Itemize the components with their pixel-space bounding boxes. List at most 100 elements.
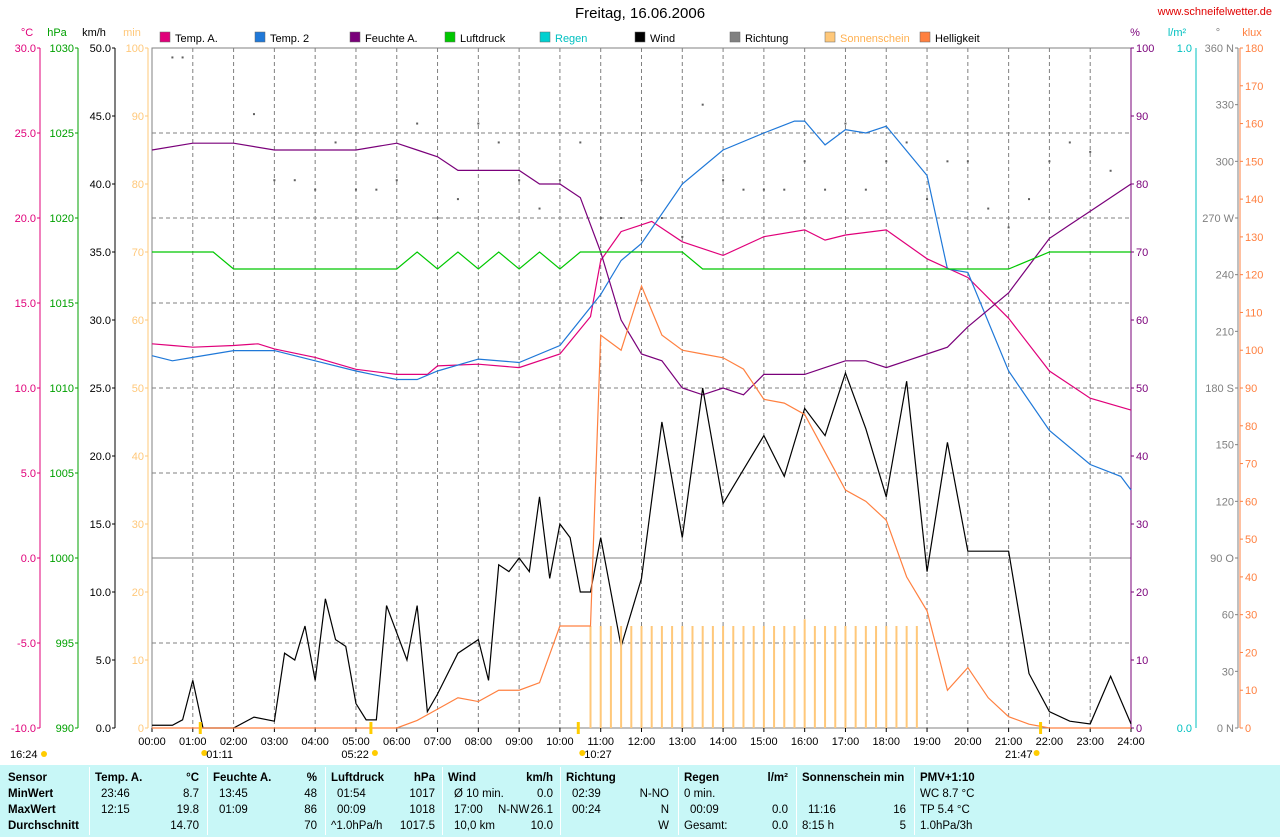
time-tick-label: 00:00 <box>138 736 166 748</box>
temp-axis-tick-label: 0.0 <box>21 553 36 565</box>
moonrise-icon <box>579 750 586 756</box>
axis-unit-label: ° <box>1216 27 1220 39</box>
series-line-helligkeit <box>152 284 1131 729</box>
direction-point <box>171 56 174 59</box>
stats-temp-header: Temp. A. <box>95 772 143 784</box>
direction-point <box>334 141 337 144</box>
direction-point <box>762 188 765 191</box>
stats-hum-max-time: 01:09 <box>219 804 248 816</box>
legend-label: Helligkeit <box>935 33 980 45</box>
stats-sun-avg-value: 5 <box>899 820 906 832</box>
stats-sun-max-value: 16 <box>893 804 906 816</box>
sunshine-axis-tick-label: 90 <box>132 111 144 123</box>
stats-dir-min-value: N-NO <box>639 788 669 800</box>
direction-axis-tick-label: 30 <box>1222 666 1234 678</box>
direction-point <box>375 188 378 191</box>
stats-rain-duration: 0 min. <box>684 788 716 800</box>
legend-swatch <box>349 31 361 43</box>
pressure-axis-tick-label: 1020 <box>50 213 74 225</box>
stats-temp-min-time: 23:46 <box>101 788 130 800</box>
legend-swatch <box>919 31 931 43</box>
time-tick-label: 04:00 <box>301 736 329 748</box>
direction-axis-tick-label: 360 N <box>1205 43 1234 55</box>
direction-axis-tick-label: 300 <box>1216 156 1234 168</box>
stats-hum-avg-value: 70 <box>304 820 317 832</box>
stats-pmv-dewpoint: TP 5.4 °C <box>920 804 970 816</box>
stats-wind-max-dir: N-NW <box>498 804 530 816</box>
direction-point <box>456 198 459 201</box>
wind-axis-tick-label: 15.0 <box>90 519 111 531</box>
time-tick-label: 09:00 <box>505 736 533 748</box>
stats-press-min-value: 1017 <box>409 788 435 800</box>
stats-press-avg-value: 1017.5 <box>399 820 435 832</box>
moonset-icon <box>201 750 208 756</box>
direction-point <box>1007 226 1010 229</box>
wind-axis-tick-label: 10.0 <box>90 587 111 599</box>
humidity-axis-tick-label: 50 <box>1136 383 1148 395</box>
legend-swatch <box>539 31 551 43</box>
klux-axis-tick-label: 170 <box>1245 81 1263 93</box>
axis-unit-label: % <box>1130 27 1140 39</box>
direction-point <box>1068 141 1071 144</box>
sunshine-axis-tick-label: 50 <box>132 383 144 395</box>
stats-wind-min-label: Ø 10 min. <box>454 788 504 800</box>
klux-axis-tick-label: 0 <box>1245 723 1251 735</box>
time-tick-label: 12:00 <box>628 736 656 748</box>
direction-point <box>803 160 806 163</box>
legend-swatch <box>159 31 171 43</box>
wind-axis-tick-label: 50.0 <box>90 43 111 55</box>
stats-sun-header: Sonnenschein min <box>802 772 905 784</box>
stats-hum-min-value: 48 <box>304 788 317 800</box>
wind-axis-tick-label: 0.0 <box>96 723 111 735</box>
temp-axis-tick-label: 15.0 <box>15 298 36 310</box>
stats-sun-total: 8:15 h <box>802 820 834 832</box>
direction-axis-tick-label: 210 <box>1216 326 1234 338</box>
humidity-axis-tick-label: 10 <box>1136 655 1148 667</box>
stats-min-label: MinWert <box>8 788 54 800</box>
time-tick-label: 20:00 <box>954 736 982 748</box>
site-link[interactable]: www.schneifelwetter.de <box>1157 6 1272 18</box>
direction-point <box>844 122 847 125</box>
direction-point <box>579 141 582 144</box>
direction-axis-tick-label: 180 S <box>1205 383 1234 395</box>
sunshine-axis-tick-label: 20 <box>132 587 144 599</box>
moonrise-previous-time: 16:24 <box>10 749 38 761</box>
direction-point <box>1109 169 1112 172</box>
time-tick-label: 06:00 <box>383 736 411 748</box>
sunshine-axis-tick-label: 100 <box>126 43 144 55</box>
rain-axis-tick-label: 0.0 <box>1177 723 1192 735</box>
klux-axis-tick-label: 130 <box>1245 232 1263 244</box>
direction-point <box>926 198 929 201</box>
stats-wind-min-value: 0.0 <box>537 788 553 800</box>
legend-label: Sonnenschein <box>840 33 910 45</box>
legend-swatch <box>444 31 456 43</box>
moonrise-time: 10:27 <box>584 749 612 761</box>
stats-temp-min-value: 8.7 <box>183 788 199 800</box>
temp-axis-tick-label: 10.0 <box>15 383 36 395</box>
time-tick-label: 03:00 <box>261 736 289 748</box>
time-tick-label: 14:00 <box>709 736 737 748</box>
direction-point <box>783 188 786 191</box>
klux-axis-tick-label: 60 <box>1245 496 1257 508</box>
stats-rain-total-value: 0.0 <box>772 820 788 832</box>
direction-point <box>538 207 541 210</box>
series-line-temp-a <box>151 220 1132 411</box>
stats-rain-max-time: 00:09 <box>690 804 719 816</box>
direction-point <box>1048 160 1051 163</box>
humidity-axis-tick-label: 40 <box>1136 451 1148 463</box>
direction-point <box>1089 150 1092 153</box>
time-tick-label: 17:00 <box>832 736 860 748</box>
moonset-time: 01:11 <box>206 749 233 761</box>
time-tick-label: 02:00 <box>220 736 248 748</box>
klux-axis-tick-label: 30 <box>1245 610 1257 622</box>
klux-axis-tick-label: 80 <box>1245 421 1257 433</box>
time-tick-label: 19:00 <box>913 736 941 748</box>
stats-pmv-windchill: WC 8.7 °C <box>920 788 975 800</box>
stats-dir-header: Richtung <box>566 772 616 784</box>
stats-dir-avg-value: W <box>658 820 669 832</box>
stats-press-trend: ^1.0hPa/h <box>331 820 383 832</box>
legend-label: Wind <box>650 33 675 45</box>
stats-wind-max-value: 26.1 <box>530 804 553 816</box>
direction-point <box>824 188 827 191</box>
axis-unit-label: min <box>123 27 141 39</box>
